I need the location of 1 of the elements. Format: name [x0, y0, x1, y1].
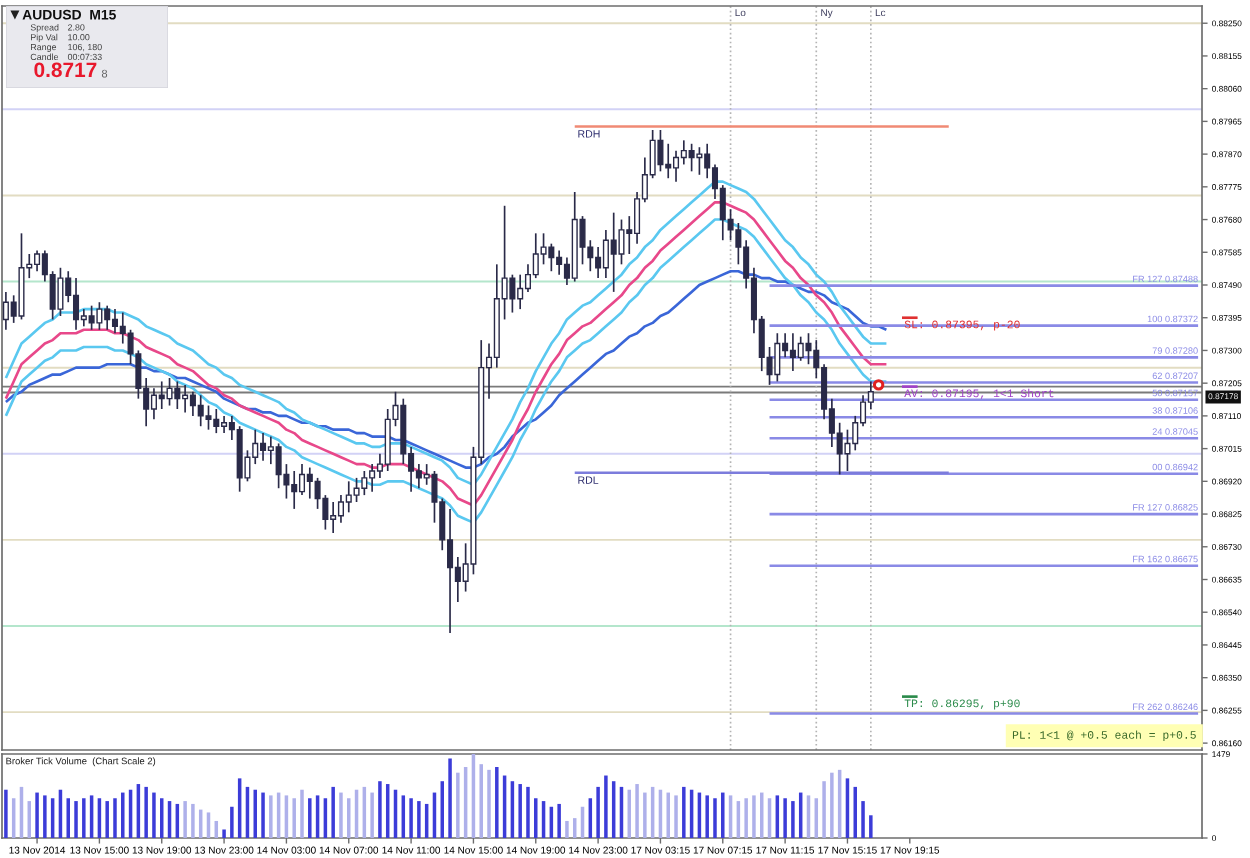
annotation: 0.8717 [34, 62, 97, 78]
